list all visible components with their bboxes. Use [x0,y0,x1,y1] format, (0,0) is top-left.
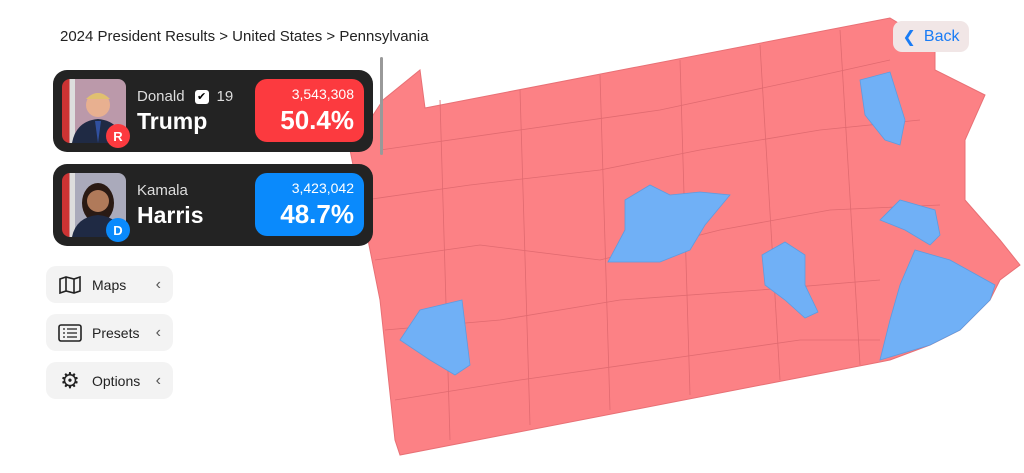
options-button[interactable]: ⚙ Options ‹ [46,362,173,399]
back-button[interactable]: ❮ Back [893,21,969,52]
party-badge: D [106,218,130,242]
last-name: Harris [137,202,204,228]
back-label: Back [923,27,960,45]
county-allegheny [399,299,471,376]
county-centre [607,184,731,263]
party-badge: R [106,124,130,148]
vote-count: 3,423,042 [291,180,354,196]
chevron-left-icon: ‹ [155,371,161,389]
menu-label: Maps [92,276,127,293]
chevron-left-icon: ❮ [902,28,916,46]
chevron-left-icon: ‹ [155,323,161,341]
maps-button[interactable]: Maps ‹ [46,266,173,303]
county-dauphin [761,241,819,319]
last-name: Trump [137,108,208,134]
presets-button[interactable]: Presets ‹ [46,314,173,351]
vote-percent: 50.4% [280,105,354,135]
menu-label: Options [92,372,141,389]
list-icon [58,323,82,342]
county-lehigh-northampton [879,199,941,246]
county-southeast [879,249,996,361]
breadcrumb: 2024 President Results > United States >… [60,28,429,45]
first-name: Donald [137,88,185,105]
result-box: 3,423,042 48.7% [255,173,364,236]
vote-percent: 48.7% [280,199,354,229]
scrollbar[interactable] [380,57,383,155]
candidate-card-harris[interactable]: D Kamala Harris 3,423,042 48.7% [53,164,373,246]
candidate-card-trump[interactable]: R Donald ✔ 19 Trump 3,543,308 50.4% [53,70,373,152]
vote-count: 3,543,308 [291,86,354,102]
winner-check-icon: ✔ [194,90,209,104]
gear-icon: ⚙ [60,367,80,393]
result-box: 3,543,308 50.4% [255,79,364,142]
menu-label: Presets [92,324,140,341]
democrat-counties [399,71,996,376]
electoral-votes: 19 [216,88,234,105]
chevron-left-icon: ‹ [155,275,161,293]
first-name: Kamala [137,182,188,199]
map-icon [58,275,82,294]
county-lackawanna [859,71,906,146]
